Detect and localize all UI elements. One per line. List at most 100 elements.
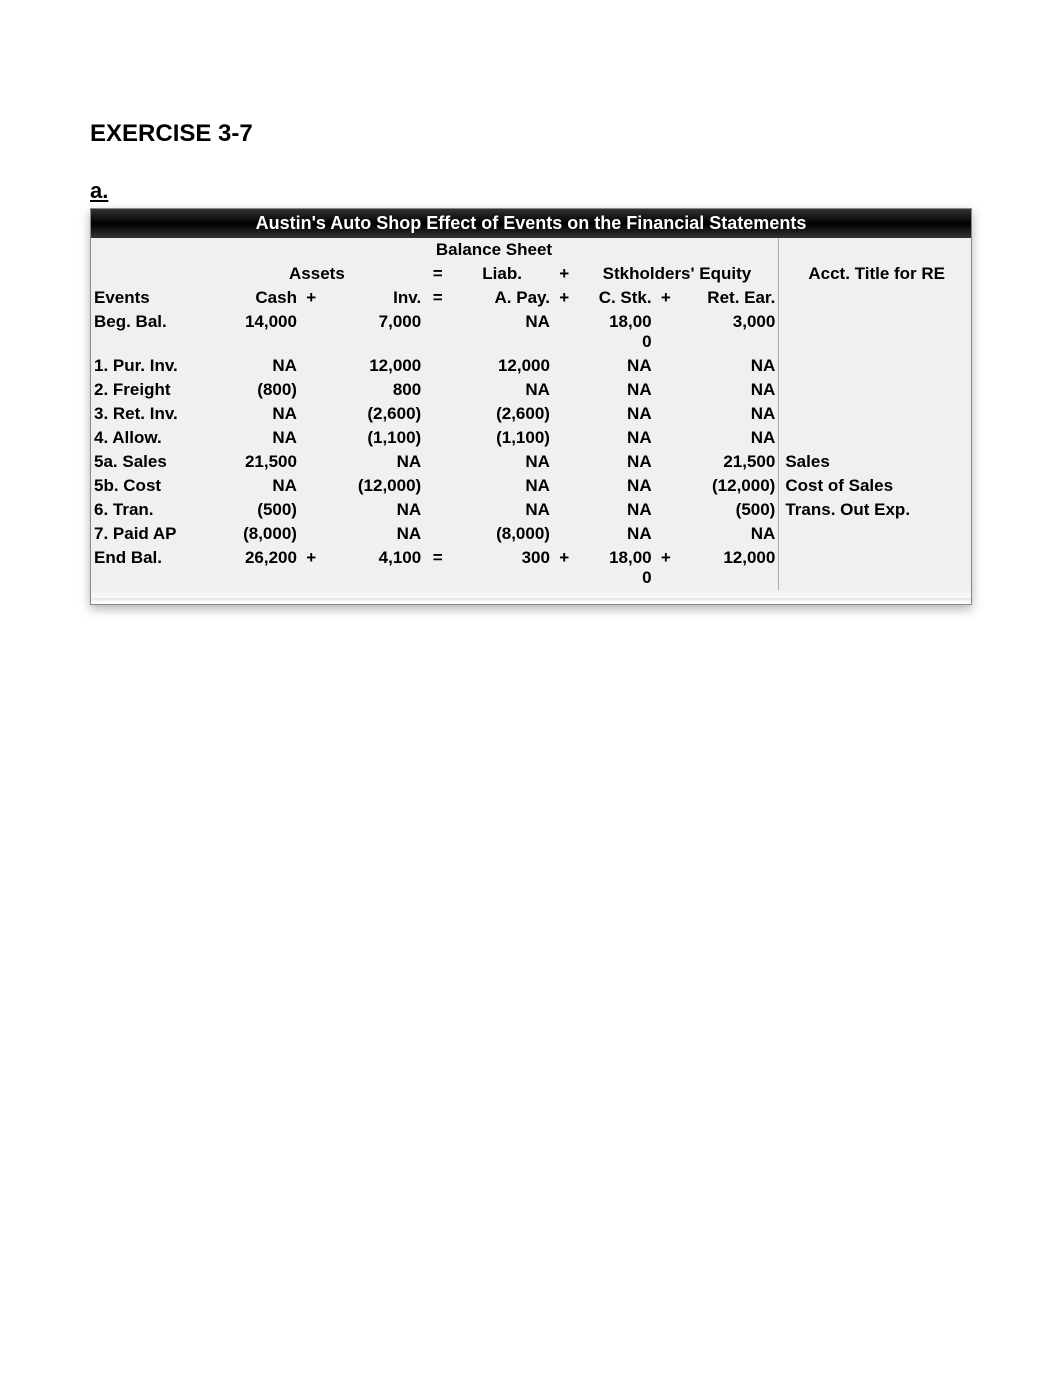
cell-event: 7. Paid AP [91,522,210,546]
cell-ret: NA [677,522,779,546]
plus-c: + [655,286,678,310]
endbal-inv: 4,100 [323,546,425,590]
acct-title-header: Acct. Title for RE [779,262,971,286]
cell-acct [779,354,971,378]
cell-ret: 3,000 [677,310,779,354]
cell-acct: Trans. Out Exp. [779,498,971,522]
balance-sheet-label: Balance Sheet [210,238,779,262]
cell-blank [424,450,451,474]
cell-ret: NA [677,402,779,426]
cell-blank [553,474,576,498]
cell-blank [300,378,323,402]
endbal-ret: 12,000 [677,546,779,590]
cell-cstk: NA [576,474,655,498]
events-col: Events [91,286,210,310]
cell-apay: (2,600) [451,402,553,426]
cell-acct: Sales [779,450,971,474]
cell-inv: (2,600) [323,402,425,426]
cell-inv: 800 [323,378,425,402]
table-row: 7. Paid AP(8,000)NA(8,000)NANA [91,522,971,546]
cell-blank [553,498,576,522]
cell-cstk: NA [576,498,655,522]
table-row: 2. Freight(800) 800 NA NA NA [91,378,971,402]
cell-cash: NA [210,426,300,450]
apay-col: A. Pay. [451,286,553,310]
cell-apay: NA [451,310,553,354]
table-row: 6. Tran.(500)NANANA(500)Trans. Out Exp. [91,498,971,522]
inv-col: Inv. [323,286,425,310]
cell-blank [553,354,576,378]
cell-apay: NA [451,474,553,498]
cell-cstk: NA [576,522,655,546]
cell-inv: NA [323,450,425,474]
cell-blank [553,450,576,474]
table-shadow [91,598,971,604]
cell-blank [424,354,451,378]
cell-inv: 7,000 [323,310,425,354]
cell-event: 1. Pur. Inv. [91,354,210,378]
endbal-ev: End Bal. [91,546,210,590]
liab-header: Liab. [451,262,553,286]
cell-ret: (500) [677,498,779,522]
cell-cash: NA [210,402,300,426]
cell-cash: NA [210,474,300,498]
cell-blank [655,474,678,498]
cell-blank [300,426,323,450]
endbal-eq: = [424,546,451,590]
cell-cstk: NA [576,402,655,426]
endbal-cstk: 18,00 0 [576,546,655,590]
table-title: Austin's Auto Shop Effect of Events on t… [91,209,971,238]
cell-apay: NA [451,378,553,402]
cell-cash: (800) [210,378,300,402]
cell-blank [655,354,678,378]
cell-inv: (12,000) [323,474,425,498]
cell-cstk: 18,000 [576,310,655,354]
cell-cstk: NA [576,426,655,450]
exercise-title: EXERCISE 3-7 [90,120,972,148]
cell-blank [300,310,323,354]
cell-cash: (8,000) [210,522,300,546]
eq-header: = [424,262,451,286]
cell-cstk: NA [576,450,655,474]
cell-blank [424,498,451,522]
cell-ret: NA [677,354,779,378]
plus-a: + [300,286,323,310]
cell-event: 5a. Sales [91,450,210,474]
cell-ret: NA [677,378,779,402]
section-label: a. [90,178,972,204]
cell-blank [424,310,451,354]
cell-inv: NA [323,498,425,522]
cell-acct [779,522,971,546]
cell-ret: NA [677,426,779,450]
cell-acct [779,426,971,450]
endbal-op2: + [553,546,576,590]
cstk-col: C. Stk. [576,286,655,310]
cell-blank [300,450,323,474]
assets-header: Assets [210,262,425,286]
acct-col-blank [779,286,971,310]
cell-apay: (8,000) [451,522,553,546]
endbal-op3: + [655,546,678,590]
cell-event: 5b. Cost [91,474,210,498]
cell-blank [300,498,323,522]
cell-apay: 12,000 [451,354,553,378]
cell-blank [655,498,678,522]
cell-event: 4. Allow. [91,426,210,450]
cell-blank [300,474,323,498]
cell-blank [655,426,678,450]
plus-b: + [553,286,576,310]
cell-event: Beg. Bal. [91,310,210,354]
cell-cstk: NA [576,378,655,402]
cell-event: 2. Freight [91,378,210,402]
cell-blank [300,522,323,546]
cell-blank [655,310,678,354]
cell-apay: (1,100) [451,426,553,450]
cell-blank [424,426,451,450]
cell-blank [553,522,576,546]
endbal-apay: 300 [451,546,553,590]
cell-blank [655,378,678,402]
cell-blank [655,522,678,546]
cell-cash: (500) [210,498,300,522]
cell-inv: (1,100) [323,426,425,450]
table-row: 4. Allow.NA(1,100)(1,100)NANA [91,426,971,450]
